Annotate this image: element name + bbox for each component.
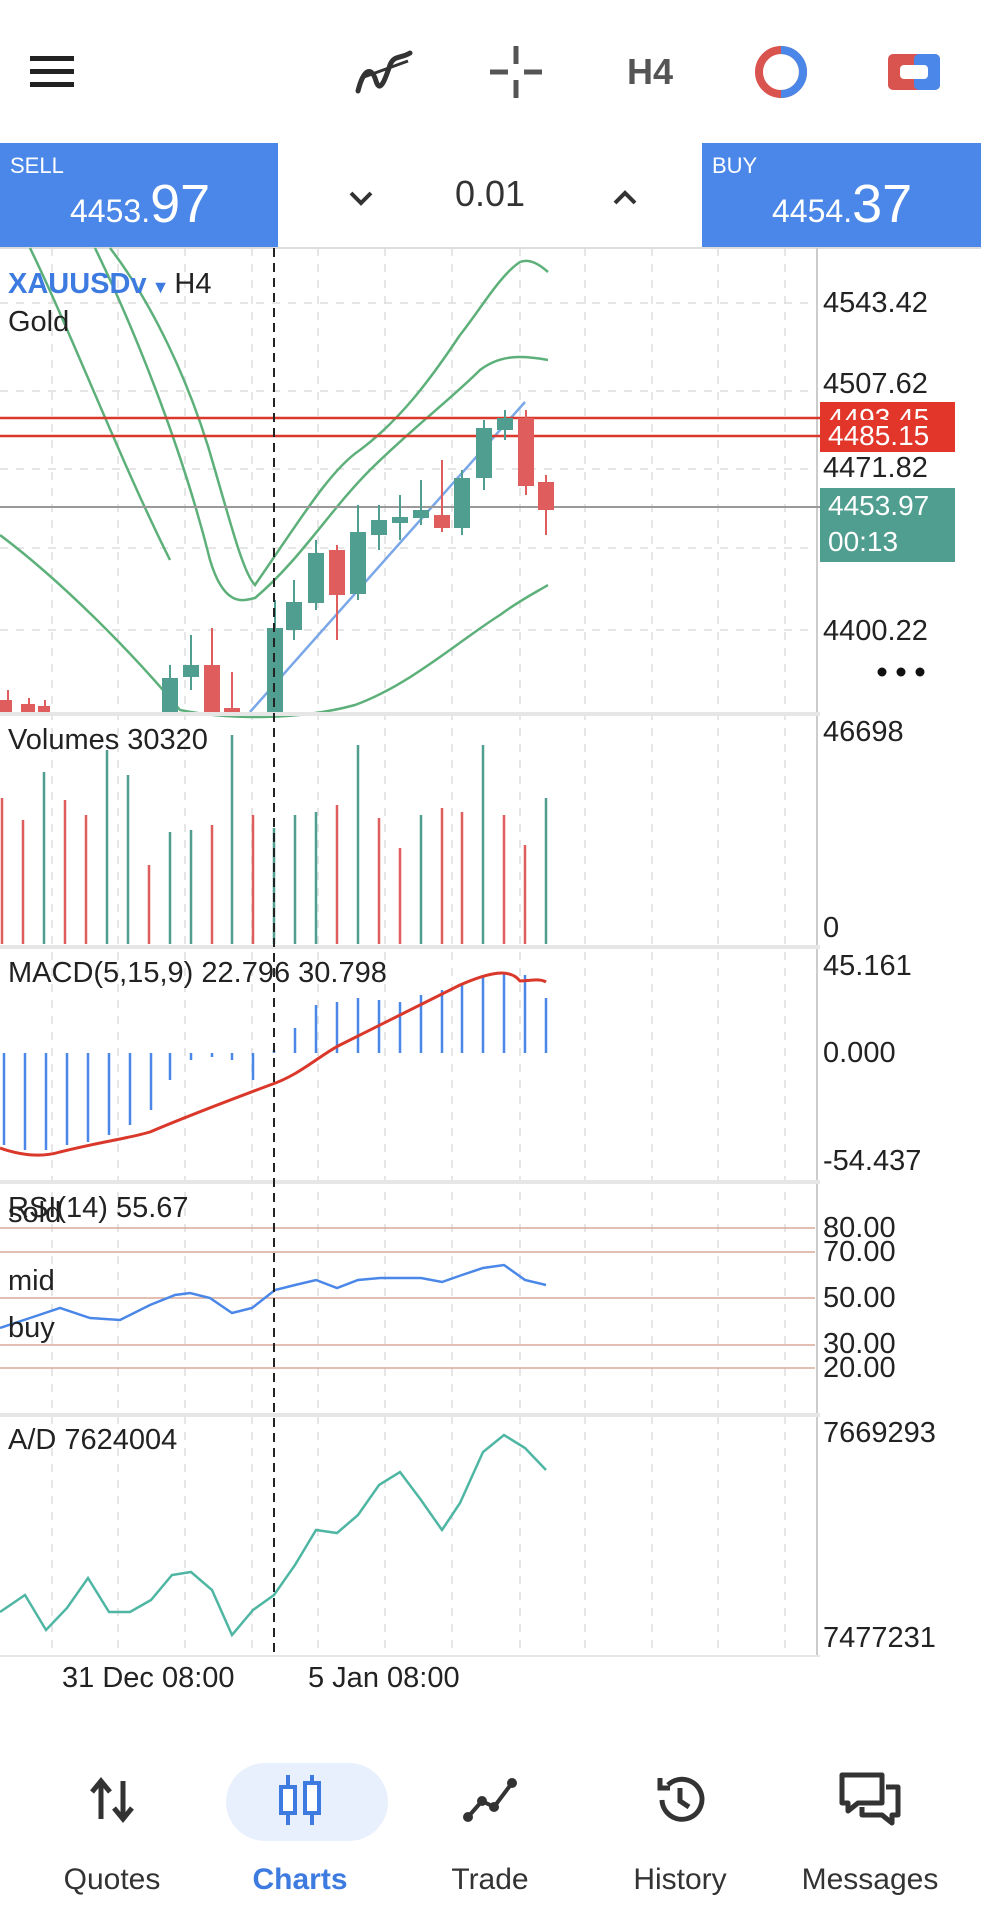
sell-price: 4453.97: [70, 174, 211, 234]
rsi-level-label: 20.00: [823, 1352, 896, 1384]
time-axis-label: 5 Jan 08:00: [308, 1662, 460, 1694]
quotes-arrows-icon: [72, 1765, 152, 1835]
nav-messages[interactable]: Messages: [772, 1745, 968, 1896]
time-axis-label: 31 Dec 08:00: [62, 1662, 235, 1694]
macd-axis-top: 45.161: [823, 950, 912, 982]
macd-histogram: [2, 972, 548, 1150]
rsi-level-label: 70.00: [823, 1236, 896, 1268]
trade-bar: SELL 4453.97 0.01 BUY 4454.37: [0, 143, 981, 249]
nav-charts[interactable]: Charts: [202, 1745, 398, 1896]
charts-candles-icon: [260, 1765, 340, 1835]
macd-axis-mid: 0.000: [823, 1037, 896, 1069]
nav-quotes[interactable]: Quotes: [14, 1745, 210, 1896]
candlesticks: [0, 410, 554, 712]
nav-trade[interactable]: Trade: [392, 1745, 588, 1896]
crosshair-icon[interactable]: [480, 36, 552, 108]
chevron-up-icon: [613, 190, 637, 205]
timeframe-selector[interactable]: H4: [626, 51, 674, 92]
chart-type-icon[interactable]: [745, 36, 817, 108]
lot-increase-button[interactable]: [600, 173, 650, 223]
rsi-level-label: 30.00: [823, 1328, 896, 1360]
rsi-line: [0, 1263, 547, 1330]
buy-label: BUY: [712, 153, 758, 178]
symbol-timeframe: H4: [174, 268, 212, 300]
nav-label: Messages: [801, 1863, 939, 1896]
ad-line: [0, 1433, 547, 1638]
indicators-icon[interactable]: [348, 36, 420, 108]
nav-label: Trade: [451, 1863, 529, 1896]
buy-button[interactable]: BUY 4454.37: [702, 143, 981, 247]
ad-label: A/D 7624004: [8, 1424, 178, 1456]
ad-axis-top: 7669293: [823, 1417, 936, 1449]
price-axis-label: 4507.62: [823, 368, 928, 400]
volumes-label: Volumes 30320: [8, 724, 208, 756]
symbol-name[interactable]: XAUUSDv: [8, 268, 147, 300]
macd-signal-line: [0, 971, 547, 1157]
vertical-grid: [51, 248, 786, 1655]
bar-countdown: 00:13: [828, 526, 899, 557]
rsi-level-label: 50.00: [823, 1282, 896, 1314]
rsi-label: RSI(14) 55.67: [8, 1192, 189, 1224]
rsi-zone-buy: buy: [8, 1312, 55, 1344]
buy-price: 4454.37: [772, 174, 913, 234]
macd-axis-bottom: -54.437: [823, 1145, 922, 1177]
sell-label: SELL: [10, 153, 64, 178]
rsi-zone-sold: sold: [8, 1197, 62, 1229]
rsi-levels: [0, 1227, 815, 1369]
chevron-down-icon: [349, 191, 373, 206]
volume-bars: [0, 735, 548, 944]
rsi-zone-mid: mid: [8, 1265, 55, 1297]
level-badge-2[interactable]: 4485.15: [820, 420, 955, 452]
current-price-badge: 4453.97 00:13: [820, 488, 955, 562]
nav-label: Charts: [252, 1863, 348, 1896]
macd-label: MACD(5,15,9) 22.796 30.798: [8, 957, 387, 989]
one-click-trading-icon[interactable]: [878, 36, 950, 108]
level-badge-1[interactable]: 4493.45: [820, 402, 955, 422]
chart-area[interactable]: [0, 0, 981, 1715]
bottom-navigation: Quotes Charts Trade History Messages: [0, 1715, 981, 1920]
messages-chat-icon: [830, 1765, 910, 1835]
more-dots-icon: [877, 667, 925, 677]
hamburger-menu-icon[interactable]: [16, 36, 88, 108]
nav-label: Quotes: [63, 1863, 161, 1896]
price-axis-label: 4400.22: [823, 615, 928, 647]
lot-decrease-button[interactable]: [336, 173, 386, 223]
top-toolbar: H4: [0, 0, 981, 143]
lot-size-control: 0.01: [278, 143, 702, 247]
nav-label: History: [633, 1863, 727, 1896]
nav-history[interactable]: History: [582, 1745, 778, 1896]
volumes-axis-top: 46698: [823, 716, 904, 748]
history-clock-icon: [640, 1765, 720, 1835]
price-axis-label: 4471.82: [823, 452, 928, 484]
rsi-level-label: 80.00: [823, 1212, 896, 1244]
symbol-dropdown-icon[interactable]: ▼: [146, 277, 175, 297]
chart-symbol-title[interactable]: XAUUSDv ▼ H4: [8, 268, 212, 301]
symbol-description: Gold: [8, 306, 70, 338]
sell-button[interactable]: SELL 4453.97: [0, 143, 278, 247]
ad-axis-bottom: 7477231: [823, 1622, 936, 1654]
trade-line-icon: [450, 1765, 530, 1835]
current-price-value: 4453.97: [828, 490, 930, 521]
price-axis-label: 4543.42: [823, 287, 928, 319]
lot-size-value[interactable]: 0.01: [454, 173, 526, 214]
volumes-axis-bottom: 0: [823, 912, 840, 944]
